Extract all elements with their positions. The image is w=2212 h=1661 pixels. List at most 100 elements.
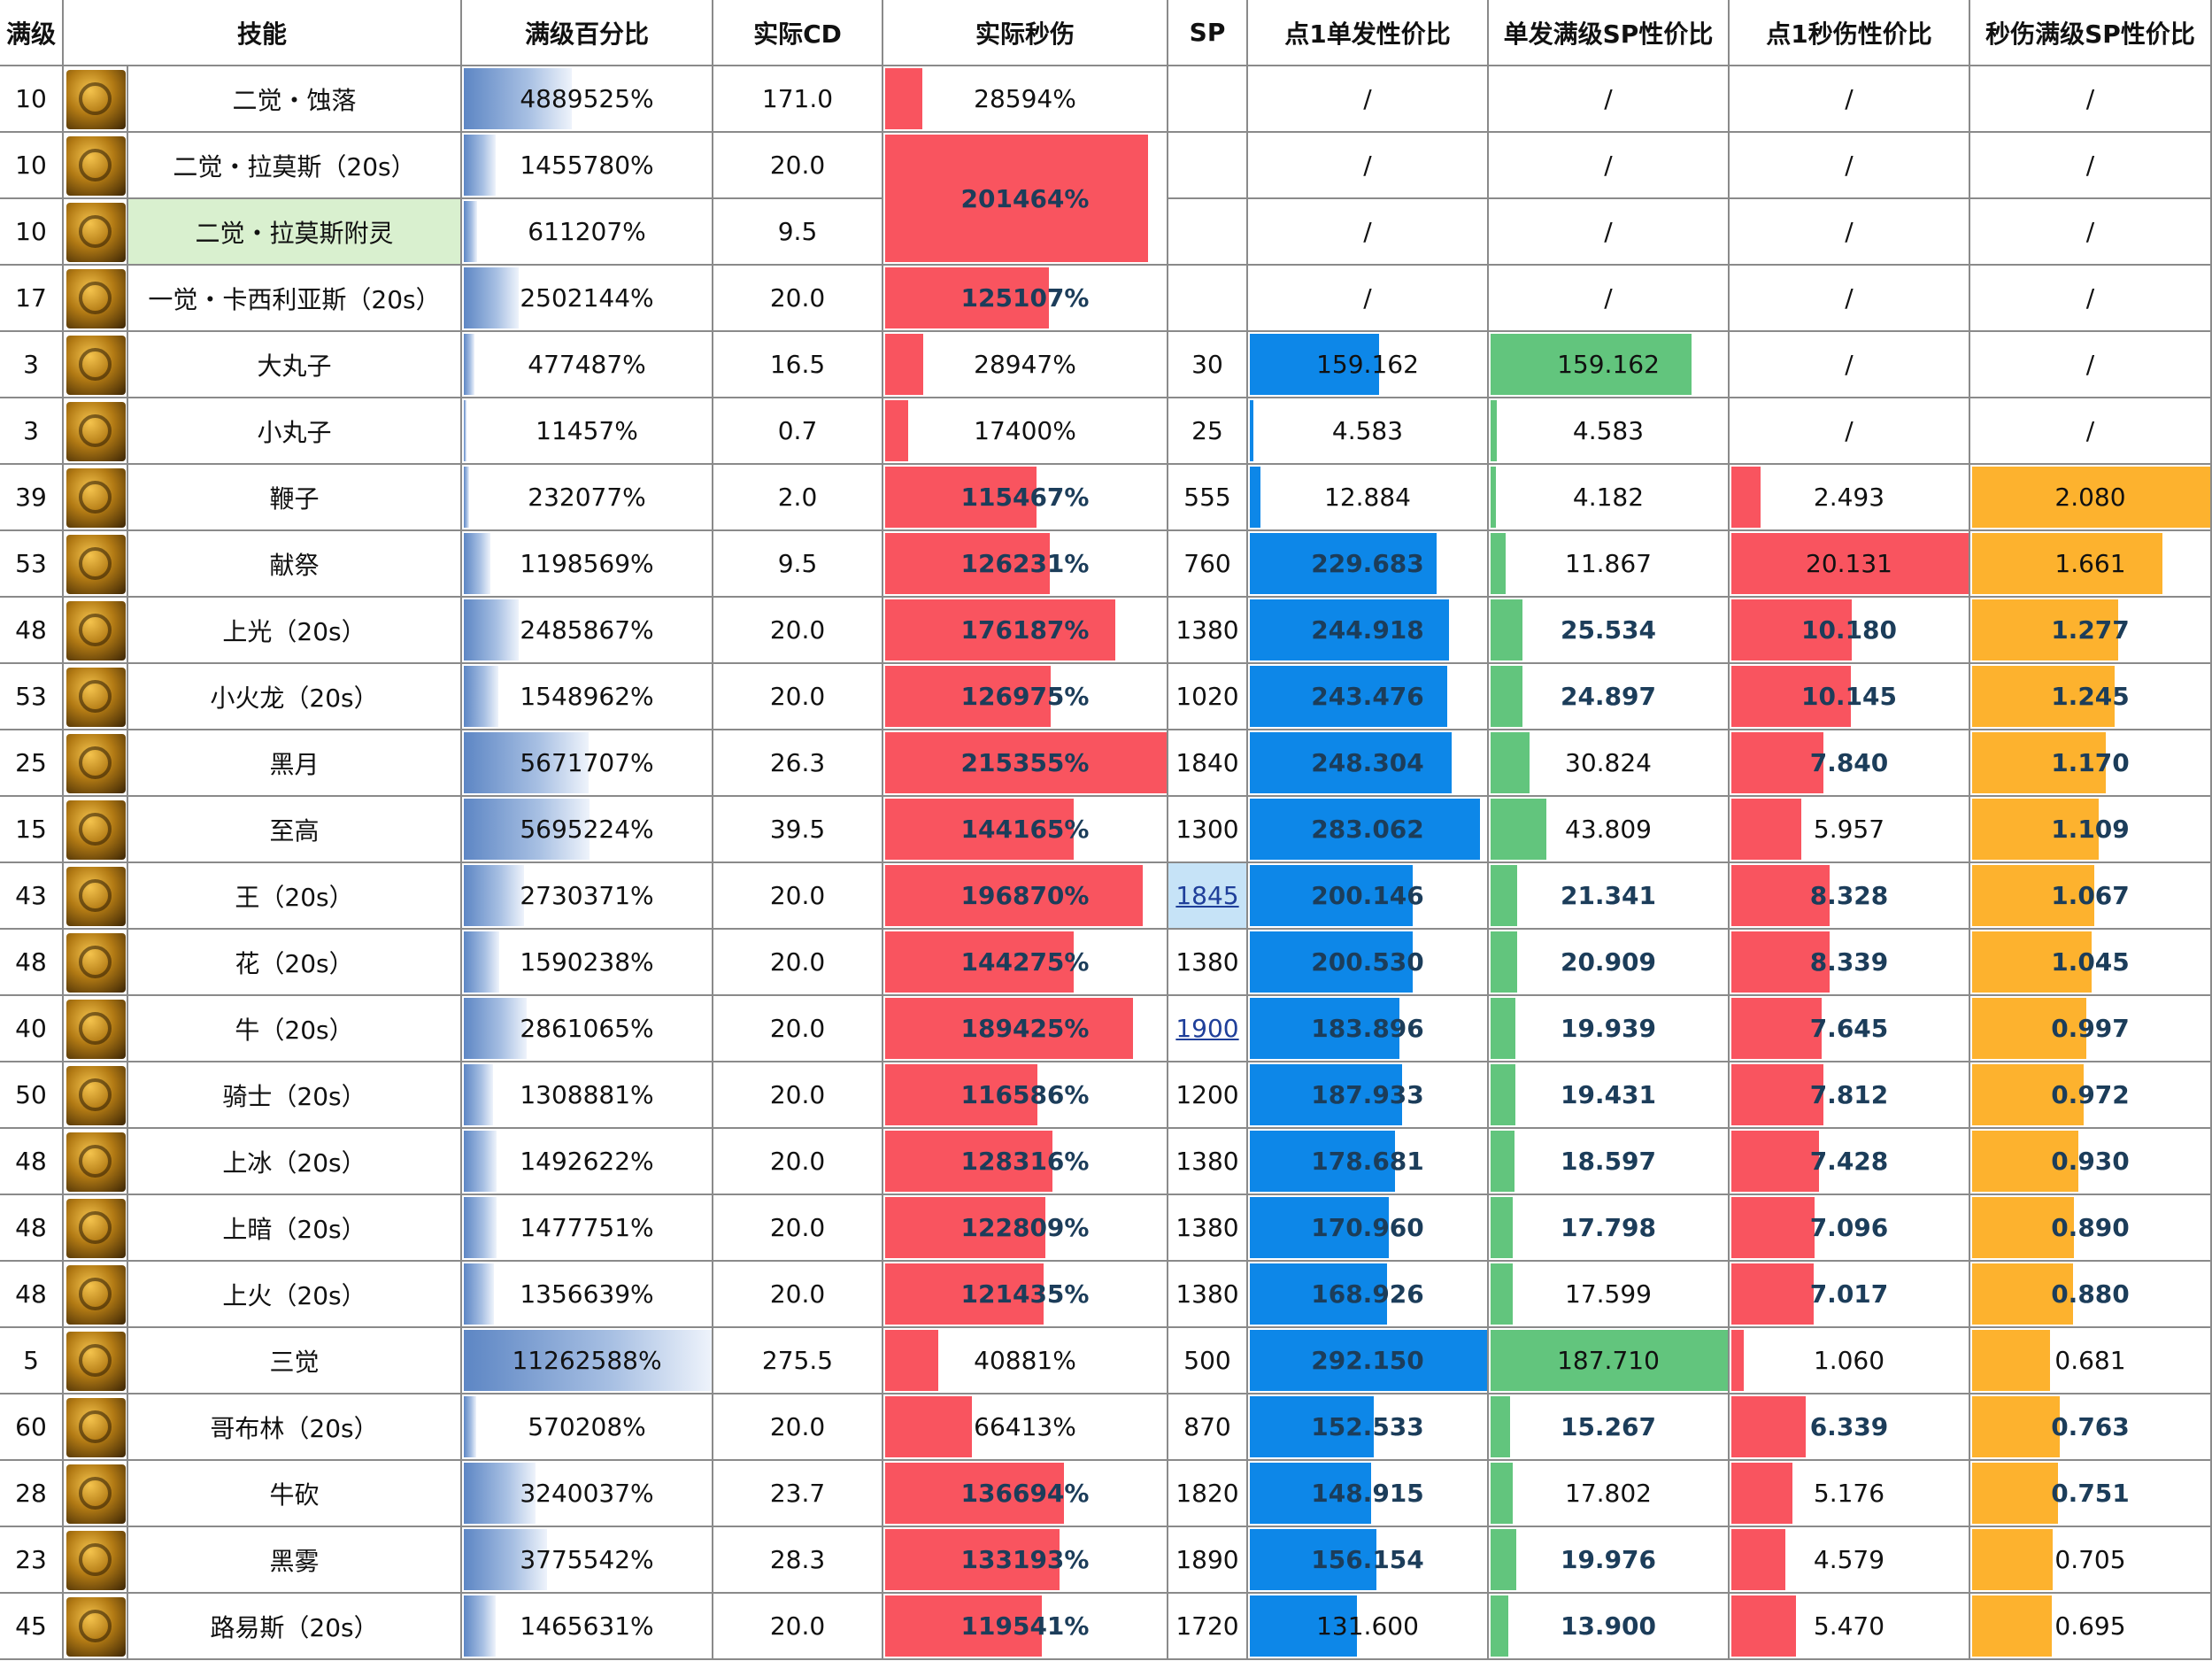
single-sp-cell[interactable]: 18.597 — [1489, 1129, 1730, 1195]
dps-sp-cell[interactable]: 0.972 — [1970, 1062, 2212, 1129]
single-sp-cell[interactable]: 159.162 — [1489, 332, 1730, 398]
sp-cell[interactable]: 500 — [1168, 1328, 1248, 1394]
dps-cell[interactable]: 40881% — [883, 1328, 1168, 1394]
header-sp[interactable]: SP — [1168, 0, 1248, 66]
skill-name-cell[interactable]: 上冰（20s） — [128, 1129, 462, 1195]
single-sp-cell[interactable]: / — [1489, 133, 1730, 199]
skill-icon-cell[interactable] — [64, 1527, 128, 1594]
skill-name-cell[interactable]: 二觉・拉莫斯（20s） — [128, 133, 462, 199]
dps-sp-cell[interactable]: / — [1970, 199, 2212, 266]
level-cell[interactable]: 10 — [0, 66, 64, 133]
single-value-cell[interactable]: 292.150 — [1248, 1328, 1489, 1394]
cd-cell[interactable]: 20.0 — [713, 863, 883, 930]
level-cell[interactable]: 17 — [0, 266, 64, 332]
cd-cell[interactable]: 20.0 — [713, 1062, 883, 1129]
dps-value-cell[interactable]: 6.339 — [1730, 1394, 1970, 1461]
single-value-cell[interactable]: 148.915 — [1248, 1461, 1489, 1527]
dps-sp-cell[interactable]: 0.681 — [1970, 1328, 2212, 1394]
skill-icon-cell[interactable] — [64, 332, 128, 398]
cd-cell[interactable]: 20.0 — [713, 1594, 883, 1660]
single-sp-cell[interactable]: 4.583 — [1489, 398, 1730, 465]
header-skill[interactable]: 技能 — [64, 0, 462, 66]
dps-sp-cell[interactable]: 0.763 — [1970, 1394, 2212, 1461]
dps-sp-cell[interactable]: 1.245 — [1970, 664, 2212, 730]
sp-cell[interactable]: 1845 — [1168, 863, 1248, 930]
single-value-cell[interactable]: / — [1248, 66, 1489, 133]
cd-cell[interactable]: 2.0 — [713, 465, 883, 531]
skill-name-cell[interactable]: 鞭子 — [128, 465, 462, 531]
skill-name-cell[interactable]: 牛砍 — [128, 1461, 462, 1527]
level-cell[interactable]: 40 — [0, 996, 64, 1062]
skill-name-cell[interactable]: 献祭 — [128, 531, 462, 598]
single-sp-cell[interactable]: 20.909 — [1489, 930, 1730, 996]
single-value-cell[interactable]: / — [1248, 133, 1489, 199]
cd-cell[interactable]: 20.0 — [713, 1129, 883, 1195]
dps-sp-cell[interactable]: 1.170 — [1970, 730, 2212, 797]
cd-cell[interactable]: 20.0 — [713, 1262, 883, 1328]
dps-value-cell[interactable]: 5.176 — [1730, 1461, 1970, 1527]
dps-value-cell[interactable]: / — [1730, 398, 1970, 465]
level-cell[interactable]: 60 — [0, 1394, 64, 1461]
skill-icon-cell[interactable] — [64, 1594, 128, 1660]
percent-cell[interactable]: 11457% — [462, 398, 713, 465]
dps-cell[interactable]: 122809% — [883, 1195, 1168, 1262]
sp-cell[interactable]: 555 — [1168, 465, 1248, 531]
skill-icon-cell[interactable] — [64, 266, 128, 332]
skill-name-cell[interactable]: 牛（20s） — [128, 996, 462, 1062]
level-cell[interactable]: 15 — [0, 797, 64, 863]
percent-cell[interactable]: 3775542% — [462, 1527, 713, 1594]
percent-cell[interactable]: 11262588% — [462, 1328, 713, 1394]
dps-cell[interactable]: 144165% — [883, 797, 1168, 863]
dps-sp-cell[interactable]: / — [1970, 266, 2212, 332]
dps-value-cell[interactable]: / — [1730, 133, 1970, 199]
dps-value-cell[interactable]: 10.180 — [1730, 598, 1970, 664]
skill-icon-cell[interactable] — [64, 797, 128, 863]
dps-cell[interactable]: 126231% — [883, 531, 1168, 598]
header-dps-sp-value[interactable]: 秒伤满级SP性价比 — [1970, 0, 2212, 66]
single-value-cell[interactable]: 168.926 — [1248, 1262, 1489, 1328]
dps-value-cell[interactable]: / — [1730, 266, 1970, 332]
percent-cell[interactable]: 2730371% — [462, 863, 713, 930]
percent-cell[interactable]: 4889525% — [462, 66, 713, 133]
percent-cell[interactable]: 2861065% — [462, 996, 713, 1062]
cd-cell[interactable]: 20.0 — [713, 1394, 883, 1461]
cd-cell[interactable]: 275.5 — [713, 1328, 883, 1394]
dps-cell[interactable]: 28947% — [883, 332, 1168, 398]
dps-value-cell[interactable]: 7.812 — [1730, 1062, 1970, 1129]
skill-name-cell[interactable]: 上暗（20s） — [128, 1195, 462, 1262]
percent-cell[interactable]: 2485867% — [462, 598, 713, 664]
single-value-cell[interactable]: 200.146 — [1248, 863, 1489, 930]
single-sp-cell[interactable]: 17.599 — [1489, 1262, 1730, 1328]
cd-cell[interactable]: 20.0 — [713, 996, 883, 1062]
level-cell[interactable]: 48 — [0, 1195, 64, 1262]
skill-icon-cell[interactable] — [64, 996, 128, 1062]
percent-cell[interactable]: 5695224% — [462, 797, 713, 863]
dps-sp-cell[interactable]: / — [1970, 66, 2212, 133]
single-value-cell[interactable]: 283.062 — [1248, 797, 1489, 863]
percent-cell[interactable]: 2502144% — [462, 266, 713, 332]
single-value-cell[interactable]: 159.162 — [1248, 332, 1489, 398]
single-value-cell[interactable]: 244.918 — [1248, 598, 1489, 664]
level-cell[interactable]: 10 — [0, 199, 64, 266]
cd-cell[interactable]: 9.5 — [713, 531, 883, 598]
level-cell[interactable]: 43 — [0, 863, 64, 930]
skill-name-cell[interactable]: 一觉・卡西利亚斯（20s） — [128, 266, 462, 332]
single-value-cell[interactable]: 152.533 — [1248, 1394, 1489, 1461]
skill-name-cell[interactable]: 哥布林（20s） — [128, 1394, 462, 1461]
single-sp-cell[interactable]: 19.939 — [1489, 996, 1730, 1062]
cd-cell[interactable]: 16.5 — [713, 332, 883, 398]
sp-cell[interactable] — [1168, 133, 1248, 199]
dps-sp-cell[interactable]: 1.109 — [1970, 797, 2212, 863]
percent-cell[interactable]: 1455780% — [462, 133, 713, 199]
sp-cell[interactable]: 30 — [1168, 332, 1248, 398]
single-sp-cell[interactable]: / — [1489, 199, 1730, 266]
percent-cell[interactable]: 1356639% — [462, 1262, 713, 1328]
dps-cell[interactable]: 196870% — [883, 863, 1168, 930]
dps-cell[interactable]: 115467% — [883, 465, 1168, 531]
sp-cell[interactable] — [1168, 199, 1248, 266]
skill-icon-cell[interactable] — [64, 1262, 128, 1328]
single-value-cell[interactable]: 156.154 — [1248, 1527, 1489, 1594]
single-sp-cell[interactable]: / — [1489, 66, 1730, 133]
dps-sp-cell[interactable]: 0.705 — [1970, 1527, 2212, 1594]
header-dps-value[interactable]: 点1秒伤性价比 — [1730, 0, 1970, 66]
